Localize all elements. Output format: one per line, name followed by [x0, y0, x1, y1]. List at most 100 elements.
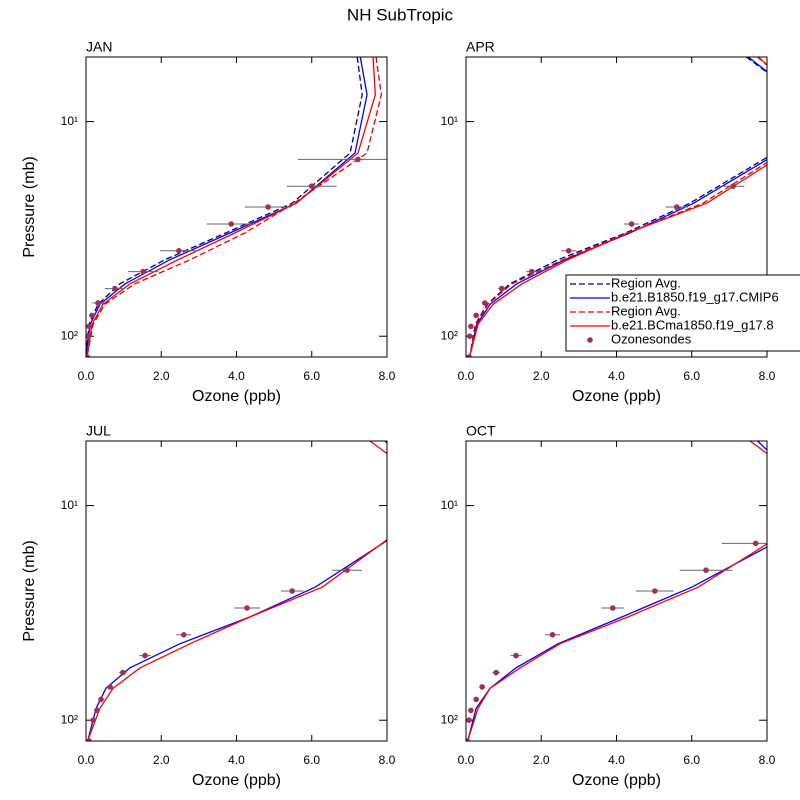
x-tick-label: 2.0: [533, 753, 550, 767]
sonde-point: [355, 156, 361, 163]
profile-line: [86, 57, 376, 357]
sonde-point: [498, 285, 505, 292]
sonde-point: [529, 268, 535, 275]
sonde-point: [549, 632, 556, 638]
x-tick-label: 2.0: [533, 369, 550, 383]
legend-swatch: [587, 337, 593, 343]
y-tick-label: 10¹: [61, 114, 78, 128]
legend-label: b.e21.BCma1850.f19_g17.8: [611, 317, 774, 332]
sonde-point: [473, 696, 479, 703]
legend-label: Region Avg.: [611, 303, 681, 318]
profile-line: [87, 441, 387, 741]
profile-line: [469, 57, 767, 357]
sonde-point: [493, 669, 499, 676]
profile-line: [86, 57, 368, 357]
x-tick-label: 4.0: [608, 369, 625, 383]
plot-frame: [85, 56, 388, 358]
sonde-point: [112, 285, 118, 292]
x-tick-label: 4.0: [608, 753, 625, 767]
sonde-point: [468, 707, 474, 714]
panel-title: JAN: [86, 39, 112, 55]
profile-line: [467, 441, 767, 741]
sonde-point: [703, 567, 709, 574]
sonde-point: [289, 588, 295, 594]
sonde-point: [752, 540, 759, 547]
y-tick-label: 10¹: [61, 498, 78, 512]
x-tick-label: 2.0: [153, 369, 170, 383]
sonde-point: [90, 717, 96, 724]
plot-frame: [465, 440, 768, 742]
profile-line: [469, 57, 767, 357]
sonde-point: [652, 588, 658, 594]
panel-title: APR: [466, 39, 495, 55]
x-tick-label: 6.0: [683, 753, 700, 767]
x-tick-label: 6.0: [683, 369, 700, 383]
x-tick-label: 0.0: [458, 369, 475, 383]
plot-area: [466, 57, 767, 357]
sonde-point: [95, 300, 101, 306]
chart-title: NH SubTropic: [347, 5, 454, 24]
sonde-point: [228, 221, 235, 227]
x-axis-label: Ozone (ppb): [192, 388, 281, 405]
legend-label: Ozonesondes: [611, 331, 692, 346]
sonde-point: [140, 268, 146, 275]
sonde-point: [142, 652, 148, 659]
profile-line: [86, 57, 383, 357]
legend-label: b.e21.B1850.f19_g17.CMIP6: [611, 289, 779, 304]
profile-line: [469, 57, 767, 357]
x-tick-label: 6.0: [303, 369, 320, 383]
sonde-point: [466, 333, 473, 340]
y-tick-label: 10¹: [441, 498, 458, 512]
y-axis-label: Pressure (mb): [21, 540, 38, 641]
x-tick-label: 8.0: [379, 753, 396, 767]
sonde-point: [94, 707, 100, 714]
y-tick-label: 10¹: [441, 114, 458, 128]
sonde-point: [466, 738, 470, 741]
y-axis-label: Pressure (mb): [21, 156, 38, 257]
panel: JUL Ozone (ppb) Pressure (mb) 0.0 2.0 4.0 6.0 8…: [21, 423, 396, 790]
x-tick-label: 0.0: [458, 753, 475, 767]
sonde-point: [120, 669, 126, 676]
panel-title: OCT: [466, 423, 496, 439]
panel: OCT Ozone (ppb) 0.0 2.0 4.0 6.0 8.0 10¹ 10²: [441, 423, 776, 790]
x-axis-label: Ozone (ppb): [572, 388, 661, 405]
panel: JAN Ozone (ppb) Pressure (mb) 0.0 2.0 4.0 6.0 8…: [21, 39, 396, 406]
sonde-point: [466, 717, 472, 724]
x-tick-label: 4.0: [228, 753, 245, 767]
sonde-point: [86, 323, 92, 330]
y-tick-label: 10²: [441, 712, 458, 726]
x-axis-label: Ozone (ppb): [192, 772, 281, 789]
panel: APR Ozone (ppb) 0.0 2.0 4.0 6.0 8.0 10¹ 10² Regio…: [441, 39, 800, 405]
plot-area: [86, 57, 387, 357]
profile-line: [86, 57, 363, 357]
profile-line: [467, 441, 767, 741]
x-tick-label: 8.0: [379, 369, 396, 383]
x-tick-label: 8.0: [759, 753, 776, 767]
sonde-point: [181, 632, 187, 638]
x-tick-label: 0.0: [78, 369, 95, 383]
profile-line: [87, 441, 387, 741]
sonde-point: [482, 300, 488, 306]
x-tick-label: 0.0: [78, 753, 95, 767]
sonde-point: [479, 684, 485, 690]
x-tick-label: 2.0: [153, 753, 170, 767]
sonde-point: [565, 248, 572, 254]
sonde-point: [466, 354, 472, 357]
plot-frame: [465, 56, 768, 358]
sonde-point: [468, 323, 474, 330]
x-tick-label: 8.0: [759, 369, 776, 383]
sonde-point: [176, 248, 182, 254]
legend: Region Avg.b.e21.B1850.f19_g17.CMIP6Regi…: [565, 274, 800, 352]
sonde-point: [673, 204, 680, 210]
sonde-point: [107, 684, 113, 690]
legend-label: Region Avg.: [611, 275, 681, 290]
y-tick-label: 10²: [61, 712, 78, 726]
sonde-point: [730, 183, 736, 190]
legend-box: [565, 274, 800, 352]
plot-area: [86, 441, 387, 741]
sonde-point: [86, 333, 91, 340]
sonde-point: [98, 696, 104, 703]
sonde-point: [86, 738, 92, 741]
plot-frame: [85, 440, 388, 742]
